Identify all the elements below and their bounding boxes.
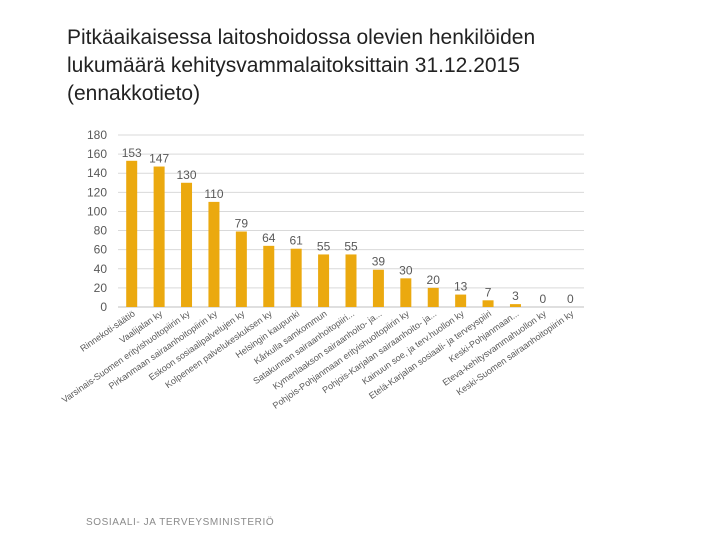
- bar: [263, 245, 275, 307]
- bar: [427, 287, 439, 307]
- bar: [181, 182, 193, 307]
- bar: [235, 231, 247, 307]
- bar: [455, 294, 467, 307]
- data-label: 20: [427, 273, 441, 287]
- data-label: 110: [204, 187, 223, 201]
- data-label: 55: [317, 239, 331, 253]
- data-label: 147: [149, 152, 169, 166]
- data-label: 55: [344, 239, 358, 253]
- y-tick-label: 20: [94, 281, 108, 295]
- bar: [153, 166, 165, 307]
- slide-title: Pitkäaikaisessa laitoshoidossa olevien h…: [67, 24, 687, 108]
- y-tick-label: 40: [94, 262, 108, 276]
- data-label: 61: [289, 234, 303, 248]
- data-label: 0: [540, 292, 547, 306]
- title-line-3: (ennakkotieto): [67, 82, 201, 105]
- data-label: 0: [567, 292, 574, 306]
- y-tick-label: 0: [100, 300, 107, 314]
- y-tick-label: 140: [87, 166, 107, 180]
- y-tick-label: 120: [87, 185, 107, 199]
- y-tick-label: 60: [94, 243, 108, 257]
- bar: [509, 304, 521, 307]
- data-label: 130: [177, 168, 197, 182]
- data-label: 3: [512, 289, 519, 303]
- title-line-2: lukumäärä kehitysvammalaitoksittain 31.1…: [67, 54, 520, 77]
- bar: [372, 269, 384, 307]
- ministry-footer: SOSIAALI- JA TERVEYSMINISTERIÖ: [86, 517, 275, 528]
- bar: [290, 248, 302, 307]
- data-label: 64: [262, 231, 276, 245]
- bar: [345, 254, 357, 307]
- data-label: 39: [372, 255, 386, 269]
- bar: [482, 300, 494, 307]
- data-label: 153: [122, 146, 142, 160]
- y-tick-label: 80: [94, 224, 108, 238]
- bar: [318, 254, 330, 307]
- data-label: 79: [235, 217, 249, 231]
- bar: [400, 278, 412, 307]
- data-label: 30: [399, 263, 413, 277]
- bar: [126, 160, 138, 307]
- y-tick-label: 180: [87, 128, 107, 142]
- y-tick-label: 100: [87, 204, 107, 218]
- data-label: 13: [454, 280, 468, 294]
- data-label: 7: [485, 285, 492, 299]
- title-line-1: Pitkäaikaisessa laitoshoidossa olevien h…: [67, 26, 536, 49]
- y-tick-label: 160: [87, 147, 107, 161]
- bar: [208, 201, 220, 307]
